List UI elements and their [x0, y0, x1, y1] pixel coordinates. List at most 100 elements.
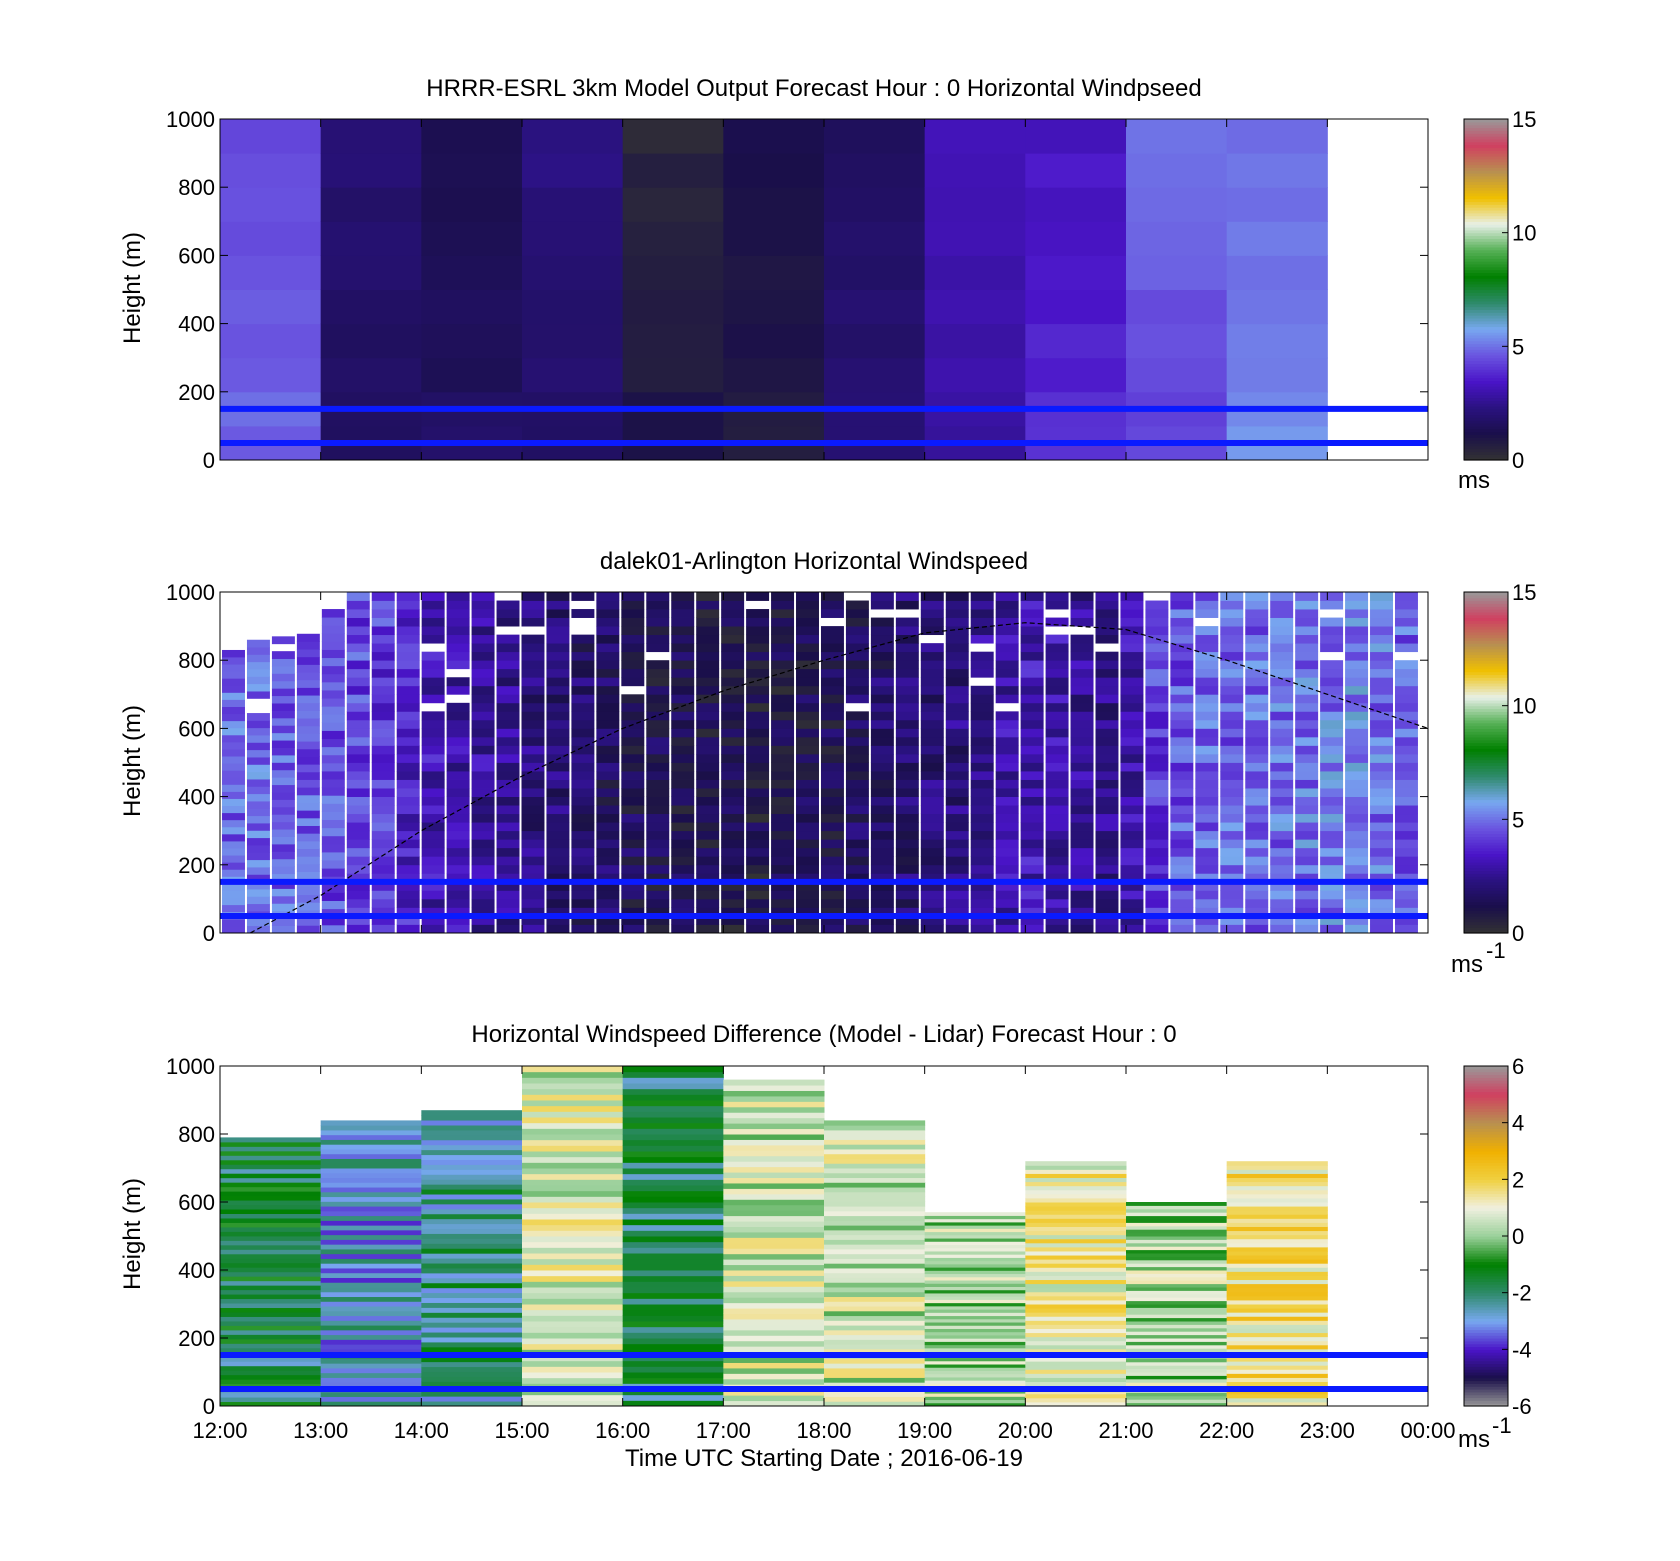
heatmap-cell: [1270, 762, 1294, 772]
heatmap-cell: [895, 830, 919, 840]
heatmap-cell: [920, 907, 944, 917]
heatmap-cell: [321, 673, 345, 683]
heatmap-cell: [522, 1355, 624, 1362]
heatmap-cell: [723, 1313, 825, 1320]
heatmap-cell: [1120, 694, 1144, 704]
heatmap-cell: [970, 719, 994, 729]
heatmap-cell: [546, 822, 570, 832]
colorbar-segment: [1464, 640, 1508, 644]
heatmap-cell: [721, 762, 745, 772]
heatmap-cell: [421, 924, 445, 934]
heatmap-cell: [895, 762, 919, 772]
heatmap-cell: [1025, 1197, 1127, 1203]
heatmap-cell: [824, 1239, 926, 1245]
heatmap-cell: [1195, 626, 1219, 636]
heatmap-cell: [1045, 915, 1069, 925]
heatmap-cell: [1095, 660, 1119, 670]
heatmap-cell: [571, 677, 595, 687]
heatmap-cell: [320, 1363, 422, 1369]
heatmap-cell: [1394, 617, 1418, 627]
heatmap-cell: [1345, 864, 1369, 874]
heatmap-cell: [771, 822, 795, 832]
heatmap-cell: [246, 801, 270, 809]
heatmap-cell: [845, 677, 869, 687]
heatmap-cell: [1070, 762, 1094, 772]
heatmap-cell: [271, 806, 295, 815]
heatmap-cell: [945, 626, 969, 636]
heatmap-cell: [1170, 702, 1194, 712]
heatmap-cell: [496, 881, 520, 891]
colorbar-segment: [1464, 164, 1508, 168]
heatmap-cell: [471, 762, 495, 772]
heatmap-cell: [220, 1177, 322, 1183]
heatmap-cell: [924, 1267, 1026, 1271]
heatmap-cell: [1226, 1226, 1328, 1232]
heatmap-cell: [924, 1263, 1026, 1268]
heatmap-cell: [271, 769, 295, 778]
heatmap-cell: [320, 1344, 422, 1350]
colorbar-tick-label: 2: [1512, 1167, 1524, 1192]
heatmap-cell: [220, 1271, 322, 1277]
heatmap-cell: [371, 924, 395, 934]
heatmap-cell: [1126, 1219, 1228, 1223]
heatmap-cell: [746, 805, 770, 815]
heatmap-cell: [1025, 1259, 1127, 1264]
heatmap-cell: [220, 1258, 322, 1264]
heatmap-cell: [824, 1120, 926, 1126]
heatmap-cell: [321, 916, 345, 926]
heatmap-cell: [721, 651, 745, 661]
colorbar-segment: [1464, 374, 1508, 379]
heatmap-cell: [1145, 609, 1169, 618]
heatmap-cell: [723, 1291, 825, 1298]
heatmap-cell: [1095, 864, 1119, 874]
heatmap-cell: [671, 702, 695, 712]
heatmap-cell: [1020, 694, 1044, 704]
heatmap-cell: [446, 745, 470, 755]
heatmap-cell: [521, 822, 545, 832]
heatmap-cell: [1370, 592, 1393, 601]
heatmap-cell: [920, 668, 944, 678]
heatmap-cell: [1020, 796, 1044, 806]
heatmap-cell: [721, 660, 745, 670]
heatmap-cell: [1120, 864, 1144, 874]
heatmap-cell: [746, 651, 770, 661]
colorbar-segment: [1464, 1227, 1508, 1231]
heatmap-cell: [696, 651, 720, 661]
heatmap-cell: [723, 1275, 825, 1282]
heatmap-cell: [895, 592, 919, 601]
heatmap-cell: [920, 881, 944, 891]
heatmap-cell: [970, 651, 994, 661]
heatmap-cell: [622, 1145, 724, 1152]
heatmap-cell: [521, 898, 545, 908]
heatmap-cell: [596, 762, 620, 772]
heatmap-cell: [522, 1179, 624, 1186]
heatmap-cell: [246, 874, 270, 883]
heatmap-cell: [522, 1185, 624, 1192]
heatmap-cell: [346, 881, 370, 891]
heatmap-cell: [1126, 1215, 1228, 1220]
heatmap-cell: [1370, 924, 1393, 934]
heatmap-cell: [1025, 1328, 1127, 1334]
heatmap-cell: [1220, 643, 1244, 653]
heatmap-cell: [320, 1310, 422, 1317]
heatmap-cell: [1020, 660, 1044, 670]
heatmap-cell: [246, 808, 270, 817]
heatmap-cell: [421, 1184, 523, 1190]
colorbar-segment: [1464, 1185, 1508, 1189]
heatmap-cell: [1394, 864, 1418, 874]
heatmap-cell: [824, 1258, 926, 1264]
heatmap-cell: [1045, 592, 1069, 601]
colorbar-segment: [1464, 1298, 1508, 1302]
heatmap-cell: [546, 890, 570, 900]
heatmap-cell: [421, 753, 445, 763]
y-tick-label: 800: [178, 648, 215, 673]
heatmap-cell: [546, 771, 570, 780]
heatmap-cell: [1295, 771, 1319, 780]
heatmap-cell: [622, 187, 724, 222]
heatmap-cell: [746, 694, 770, 704]
heatmap-cell: [970, 685, 994, 695]
colorbar-segment: [1464, 320, 1508, 325]
heatmap-cell: [421, 1312, 523, 1318]
heatmap-cell: [721, 736, 745, 746]
colorbar-segment: [1464, 403, 1508, 407]
